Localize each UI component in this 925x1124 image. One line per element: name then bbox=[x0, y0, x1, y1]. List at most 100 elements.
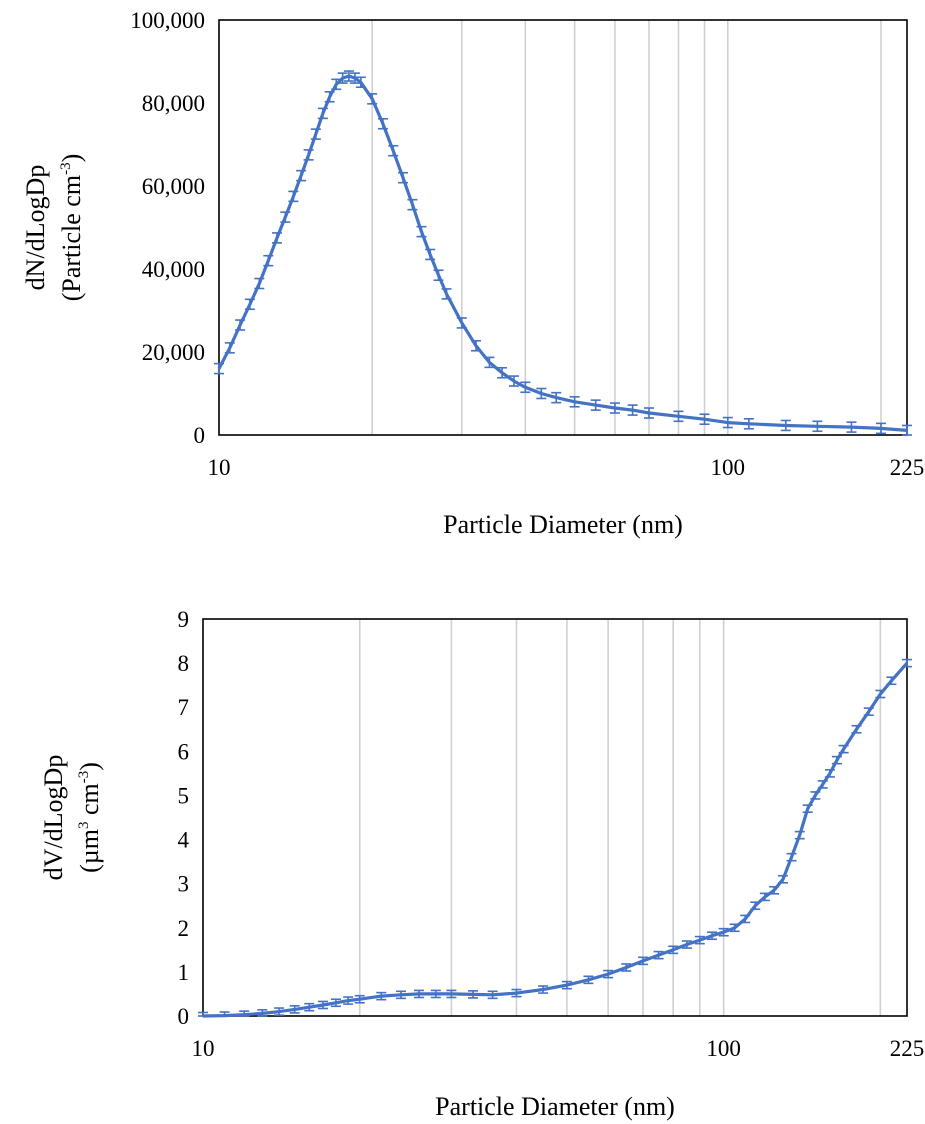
y-tick-label: 5 bbox=[178, 783, 190, 808]
error-bar bbox=[583, 975, 594, 985]
error-bar bbox=[288, 190, 299, 203]
error-bar bbox=[377, 117, 388, 130]
plot-frame bbox=[202, 618, 908, 1017]
error-bar bbox=[786, 852, 797, 862]
error-bar bbox=[433, 269, 444, 282]
error-bar bbox=[780, 419, 791, 432]
chart-1: 0 20,000 40,000 60,000 80,000 100,000 10 100 225… bbox=[21, 8, 924, 539]
y-tick-label: 1 bbox=[178, 960, 190, 985]
error-bar bbox=[838, 744, 849, 754]
error-bar bbox=[729, 923, 740, 933]
error-bar bbox=[551, 391, 562, 404]
error-bar bbox=[263, 254, 274, 267]
error-bar bbox=[414, 989, 425, 999]
y-tick-label: 0 bbox=[194, 423, 206, 448]
y-tick-label: 9 bbox=[178, 607, 190, 632]
y-tick-label: 80,000 bbox=[142, 91, 205, 116]
y-tick-label: 0 bbox=[178, 1004, 190, 1029]
error-bar bbox=[902, 424, 912, 436]
error-bar bbox=[239, 1010, 250, 1017]
error-bar bbox=[310, 128, 321, 140]
x-tick-label: 10 bbox=[208, 455, 231, 480]
error-bar bbox=[331, 78, 342, 91]
error-bar bbox=[536, 387, 547, 400]
error-bar bbox=[863, 707, 874, 716]
error-bar bbox=[668, 945, 679, 955]
x-tick-label: 225 bbox=[890, 455, 925, 480]
y-tick-label: 4 bbox=[178, 828, 190, 853]
error-bar bbox=[324, 90, 335, 103]
error-bar bbox=[851, 724, 862, 734]
error-bar bbox=[471, 339, 482, 352]
error-bar bbox=[244, 298, 255, 311]
error-bar bbox=[484, 356, 495, 369]
error-bar bbox=[681, 940, 692, 949]
error-bar bbox=[673, 410, 684, 423]
error-bar bbox=[643, 407, 654, 419]
error-bar bbox=[280, 211, 291, 223]
error-bar bbox=[257, 1009, 268, 1017]
error-bar bbox=[759, 892, 770, 902]
y-axis-title-line2: (Particle cm-3) bbox=[57, 154, 86, 302]
error-bar bbox=[511, 988, 522, 998]
error-bar bbox=[812, 420, 823, 433]
error-bar bbox=[699, 413, 710, 426]
error-bar bbox=[376, 991, 387, 1001]
error-bar bbox=[520, 381, 531, 394]
y-tick-label: 20,000 bbox=[142, 340, 205, 365]
error-bar bbox=[317, 107, 328, 120]
error-bar bbox=[875, 422, 886, 435]
error-bar bbox=[425, 248, 436, 261]
x-tick-label: 100 bbox=[706, 1036, 741, 1061]
error-bar bbox=[430, 989, 441, 999]
error-bar bbox=[343, 996, 354, 1005]
error-bar bbox=[777, 874, 788, 884]
error-bar bbox=[603, 969, 614, 979]
error-bar bbox=[637, 956, 648, 966]
error-bar bbox=[235, 319, 246, 331]
error-bar bbox=[398, 171, 409, 184]
error-bar bbox=[349, 72, 360, 84]
error-bar bbox=[407, 198, 418, 211]
error-bar bbox=[271, 232, 282, 244]
y-tick-label: 6 bbox=[178, 739, 190, 764]
error-bar bbox=[609, 402, 620, 414]
error-bar bbox=[497, 366, 508, 379]
error-bar bbox=[441, 288, 452, 300]
error-bar bbox=[508, 375, 519, 387]
x-axis-title: Particle Diameter (nm) bbox=[443, 510, 683, 539]
error-bar bbox=[446, 989, 457, 999]
error-bar bbox=[198, 1011, 208, 1017]
error-bar bbox=[487, 990, 498, 1000]
error-bar bbox=[224, 342, 235, 354]
error-bar bbox=[694, 935, 705, 945]
error-bar bbox=[750, 901, 761, 911]
error-bar bbox=[621, 963, 632, 972]
error-bar bbox=[817, 780, 828, 789]
error-bar bbox=[219, 1011, 230, 1017]
y-tick-label: 60,000 bbox=[142, 174, 205, 199]
y-axis-title-line1: dV/dLogDp bbox=[39, 755, 68, 881]
y-tick-label: 2 bbox=[178, 916, 190, 941]
error-bar bbox=[337, 72, 348, 84]
error-bar bbox=[569, 396, 580, 408]
x-axis-title: Particle Diameter (nm) bbox=[435, 1092, 675, 1121]
error-bar bbox=[902, 658, 912, 668]
error-bar bbox=[395, 990, 406, 1000]
error-bar bbox=[274, 1007, 285, 1016]
error-bar bbox=[296, 169, 307, 182]
error-bar bbox=[343, 70, 354, 82]
y-tick-label: 3 bbox=[178, 872, 190, 897]
error-bar bbox=[769, 885, 780, 895]
error-bar bbox=[846, 421, 857, 433]
y-axis-title-line2: (µm3 cm-3) bbox=[75, 762, 104, 873]
error-bar bbox=[743, 418, 754, 430]
x-tick-label: 225 bbox=[890, 1036, 925, 1061]
plot-frame bbox=[218, 19, 908, 436]
series-line bbox=[202, 662, 909, 1018]
error-bar bbox=[355, 76, 366, 89]
error-bar bbox=[653, 950, 664, 960]
error-bar bbox=[538, 985, 549, 994]
error-bar bbox=[303, 149, 314, 161]
error-bar bbox=[416, 225, 427, 238]
